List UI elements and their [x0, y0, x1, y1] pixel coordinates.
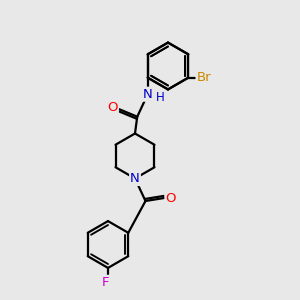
Text: O: O	[107, 101, 118, 114]
Text: F: F	[102, 276, 109, 289]
Text: O: O	[166, 191, 176, 205]
Text: N: N	[142, 88, 152, 101]
Text: Br: Br	[196, 71, 211, 84]
Text: H: H	[156, 91, 165, 104]
Text: N: N	[130, 172, 140, 185]
